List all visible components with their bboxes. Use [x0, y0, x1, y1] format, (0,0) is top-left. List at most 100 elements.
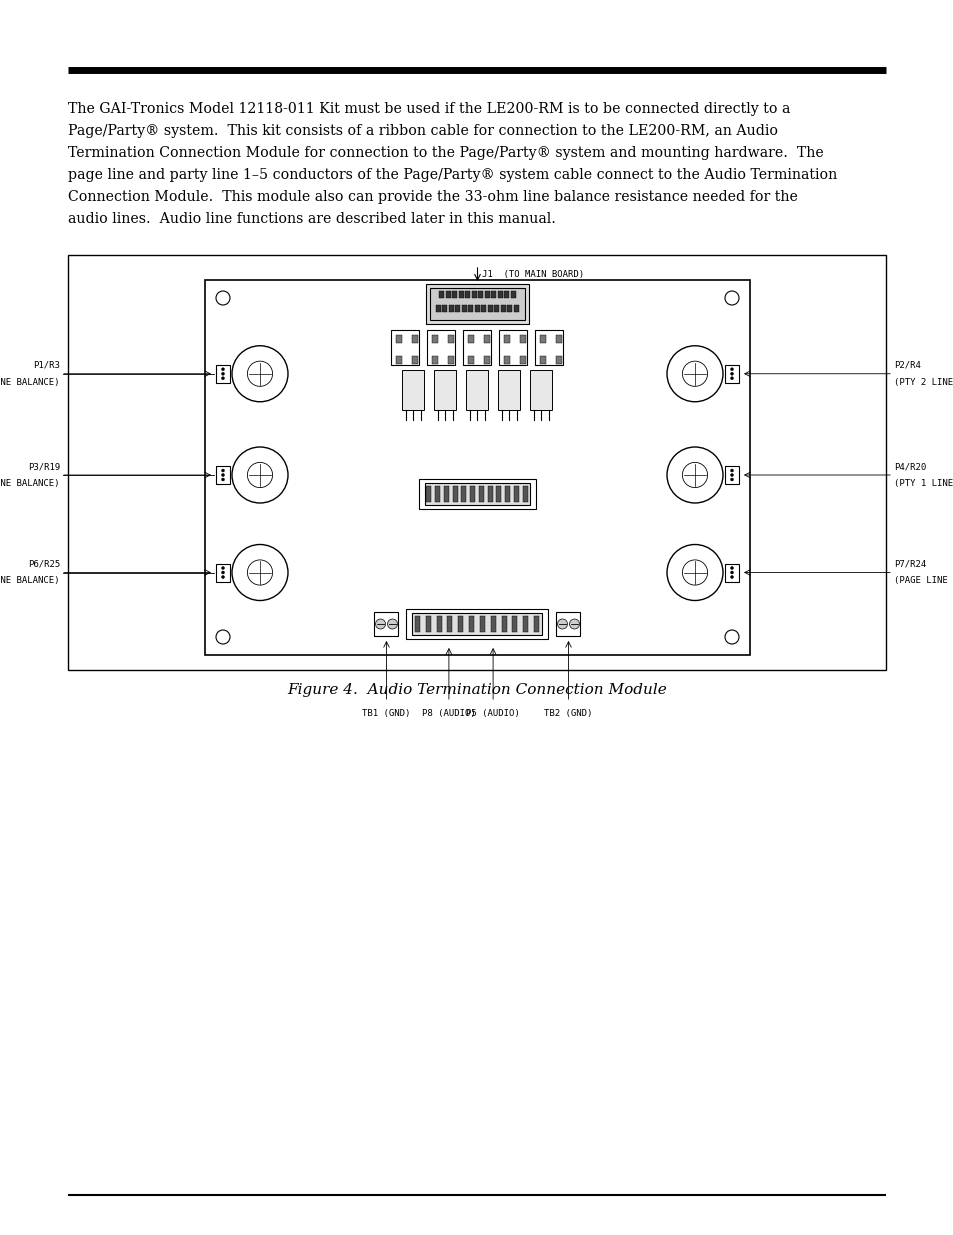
Bar [455, 305, 460, 312]
Bar [452, 291, 456, 298]
Bar [391, 330, 419, 366]
Circle shape [730, 368, 733, 370]
Bar [540, 335, 546, 343]
Circle shape [730, 473, 733, 477]
Bar [396, 335, 402, 343]
Text: P3/R19: P3/R19 [28, 462, 60, 471]
Bar [498, 370, 520, 410]
Bar [465, 291, 470, 298]
Bar [396, 356, 402, 364]
Circle shape [681, 559, 707, 585]
Bar [499, 330, 527, 366]
Text: P1/R3: P1/R3 [33, 361, 60, 369]
Circle shape [730, 377, 733, 379]
Bar [412, 335, 418, 343]
Bar [488, 305, 493, 312]
Text: P2/R4: P2/R4 [893, 361, 920, 369]
Text: Page/Party® system.  This kit consists of a ribbon cable for connection to the L: Page/Party® system. This kit consists of… [68, 124, 778, 138]
Bar [449, 305, 454, 312]
Circle shape [724, 630, 739, 643]
Bar [415, 616, 419, 632]
Bar [494, 305, 499, 312]
Text: (PTY 5 LINE BALANCE): (PTY 5 LINE BALANCE) [0, 577, 60, 585]
Bar [468, 305, 473, 312]
Bar [520, 335, 526, 343]
Bar [469, 616, 474, 632]
Bar [468, 335, 474, 343]
Bar [215, 563, 230, 582]
Circle shape [221, 473, 224, 477]
Bar [481, 305, 486, 312]
Text: Termination Connection Module for connection to the Page/Party® system and mount: Termination Connection Module for connec… [68, 146, 822, 161]
Bar [427, 330, 455, 366]
Circle shape [569, 619, 578, 629]
Text: (PTY 4 LINE BALANCE): (PTY 4 LINE BALANCE) [0, 479, 60, 488]
Text: TB2 (GND): TB2 (GND) [544, 709, 592, 718]
Text: Figure 4.  Audio Termination Connection Module: Figure 4. Audio Termination Connection M… [287, 683, 666, 697]
Bar [424, 483, 530, 505]
Text: J1  (TO MAIN BOARD): J1 (TO MAIN BOARD) [482, 270, 584, 279]
Bar [477, 291, 483, 298]
Bar [504, 291, 509, 298]
Bar [452, 485, 457, 501]
Bar [484, 335, 490, 343]
Circle shape [232, 447, 288, 503]
Circle shape [387, 619, 397, 629]
Text: P7/R24: P7/R24 [893, 559, 925, 568]
Circle shape [221, 368, 224, 370]
Bar [402, 370, 424, 410]
Circle shape [247, 462, 273, 488]
Bar [507, 305, 512, 312]
Bar [68, 254, 885, 671]
Circle shape [247, 559, 273, 585]
Bar [468, 356, 474, 364]
Bar [497, 291, 502, 298]
Bar [556, 335, 562, 343]
Text: Connection Module.  This module also can provide the 33-ohm line balance resista: Connection Module. This module also can … [68, 190, 797, 204]
Circle shape [247, 361, 273, 387]
Bar [556, 356, 562, 364]
Bar [461, 485, 466, 501]
Bar [447, 616, 452, 632]
Bar [510, 291, 516, 298]
Circle shape [232, 346, 288, 401]
Text: (PTY 1 LINE BALANCE): (PTY 1 LINE BALANCE) [893, 479, 953, 488]
Circle shape [730, 571, 733, 574]
Bar [504, 335, 510, 343]
Bar [479, 616, 484, 632]
Text: (PTY 3 LINE BALANCE): (PTY 3 LINE BALANCE) [0, 378, 60, 387]
Bar [512, 616, 517, 632]
Bar [487, 485, 492, 501]
Bar [432, 356, 438, 364]
Bar [205, 280, 749, 655]
Circle shape [730, 372, 733, 375]
Bar [445, 291, 450, 298]
Bar [426, 485, 431, 501]
Circle shape [221, 372, 224, 375]
Bar [426, 284, 529, 324]
Bar [406, 609, 548, 638]
Bar [490, 616, 496, 632]
Bar [436, 305, 440, 312]
Bar [430, 288, 524, 320]
Text: P5 (AUDIO): P5 (AUDIO) [466, 709, 519, 718]
Bar [412, 613, 542, 635]
Circle shape [730, 478, 733, 480]
Bar [425, 616, 431, 632]
Bar [215, 466, 230, 484]
Bar [475, 305, 479, 312]
Bar [540, 356, 546, 364]
Circle shape [730, 576, 733, 578]
Text: (PTY 2 LINE BALANCE): (PTY 2 LINE BALANCE) [893, 378, 953, 387]
Bar [458, 291, 463, 298]
Bar [457, 616, 463, 632]
Bar [484, 356, 490, 364]
Circle shape [221, 567, 224, 569]
Circle shape [221, 576, 224, 578]
Bar [471, 291, 476, 298]
Bar [442, 305, 447, 312]
Bar [412, 356, 418, 364]
Bar [478, 485, 483, 501]
Circle shape [215, 630, 230, 643]
Bar [435, 485, 439, 501]
